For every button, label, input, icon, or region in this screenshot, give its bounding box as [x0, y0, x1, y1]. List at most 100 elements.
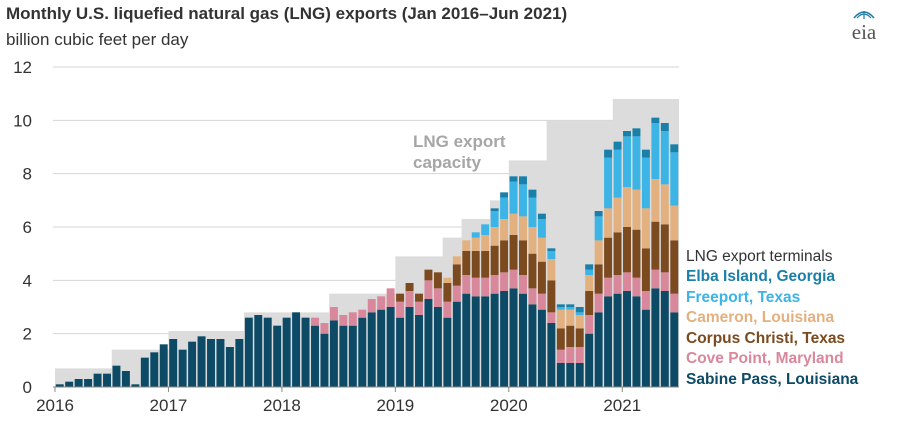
x-tick-label: 2019 — [376, 396, 414, 415]
bar-segment — [575, 363, 584, 387]
bar-segment — [519, 240, 527, 275]
bar-segment — [244, 317, 253, 387]
bar-segment — [594, 312, 603, 387]
bar-segment — [462, 275, 471, 294]
bar-segment — [566, 307, 575, 310]
bar-segment — [660, 272, 669, 291]
bar-segment — [490, 293, 499, 387]
bar-segment — [519, 176, 527, 185]
y-tick-label: 4 — [23, 271, 32, 290]
bar-segment — [566, 363, 575, 387]
bar-segment — [528, 189, 537, 198]
chart-subtitle: billion cubic feet per day — [6, 30, 189, 49]
bar-segment — [632, 136, 641, 190]
bar-segment — [443, 277, 452, 283]
bar-segment — [670, 152, 679, 206]
bar-segment — [519, 275, 527, 294]
bar-segment — [585, 291, 594, 315]
bar-segment — [566, 325, 575, 347]
legend-item: Corpus Christi, Texas — [686, 329, 846, 347]
bar-segment — [528, 304, 537, 387]
eia-logo-text: eia — [852, 20, 877, 44]
bar-segment — [509, 288, 518, 387]
bar-segment — [623, 227, 631, 273]
bar-segment — [320, 323, 329, 334]
bar-segment — [651, 269, 660, 289]
bar-segment — [481, 277, 490, 297]
bar-segment — [452, 256, 461, 265]
bar-segment — [462, 293, 471, 387]
bar-segment — [348, 325, 357, 387]
bar-segment — [641, 291, 650, 310]
bar-segment — [93, 373, 102, 387]
bar-segment — [509, 213, 518, 235]
bar-segment — [396, 293, 405, 302]
bar-segment — [556, 349, 565, 363]
y-tick-label: 12 — [13, 58, 32, 77]
legend-item: Cameron, Louisiana — [686, 309, 835, 327]
bar-segment — [641, 157, 650, 209]
bar-segment — [405, 291, 414, 307]
x-tick-label: 2021 — [603, 396, 641, 415]
bar-segment — [197, 336, 206, 387]
bar-segment — [452, 264, 461, 286]
bar-segment — [311, 317, 319, 326]
legend-item: Sabine Pass, Louisiana — [686, 370, 859, 388]
bar-segment — [641, 149, 650, 158]
bar-segment — [594, 216, 603, 241]
bar-segment — [396, 301, 405, 318]
bar-segment — [632, 128, 641, 137]
x-tick-label: 2020 — [490, 396, 528, 415]
bar-segment — [471, 277, 480, 297]
bar-segment — [367, 299, 376, 313]
bar-segment — [329, 307, 338, 321]
bar-segment — [169, 339, 178, 387]
bar-segment — [537, 213, 546, 219]
bar-segment — [490, 208, 499, 211]
bar-segment — [604, 149, 613, 158]
bar-segment — [490, 275, 499, 294]
bar-segment — [481, 224, 490, 235]
bar-segment — [575, 315, 584, 329]
bar-segment — [537, 219, 546, 238]
bar-segment — [547, 280, 556, 313]
bar-segment — [660, 184, 669, 225]
bar-segment — [462, 240, 471, 251]
bar-segment — [112, 365, 121, 387]
bar-segment — [594, 264, 603, 294]
bar-segment — [537, 293, 546, 310]
bar-segment — [632, 229, 641, 278]
bar-segment — [528, 288, 537, 305]
bar-segment — [547, 259, 556, 281]
bar-segment — [443, 317, 452, 387]
bar-segment — [74, 379, 83, 387]
bar-segment — [65, 381, 74, 387]
bar-segment — [594, 211, 603, 217]
bar-segment — [641, 309, 650, 387]
bar-segment — [660, 224, 669, 273]
bar-segment — [481, 235, 490, 251]
bar-segment — [405, 283, 414, 291]
bar-segment — [424, 299, 433, 387]
bar-segment — [320, 333, 329, 387]
bar-segment — [471, 296, 480, 387]
bar-segment — [556, 309, 565, 329]
bar-segment — [651, 117, 660, 123]
bar-segment — [537, 309, 546, 387]
bar-segment — [433, 307, 442, 387]
bar-segment — [623, 187, 631, 227]
bar-segment — [225, 347, 234, 387]
bar-segment — [632, 189, 641, 230]
bar-segment — [386, 307, 395, 387]
bar-segment — [339, 315, 348, 326]
bar-segment — [547, 312, 556, 323]
legend-item: Cove Point, Maryland — [686, 350, 844, 368]
bar-segment — [443, 283, 452, 302]
bar-segment — [509, 235, 518, 270]
bar-segment — [670, 240, 679, 294]
bar-segment — [547, 248, 556, 251]
bar-segment — [377, 309, 386, 387]
legend-item: Freeport, Texas — [686, 288, 801, 306]
bar-segment — [358, 317, 367, 387]
